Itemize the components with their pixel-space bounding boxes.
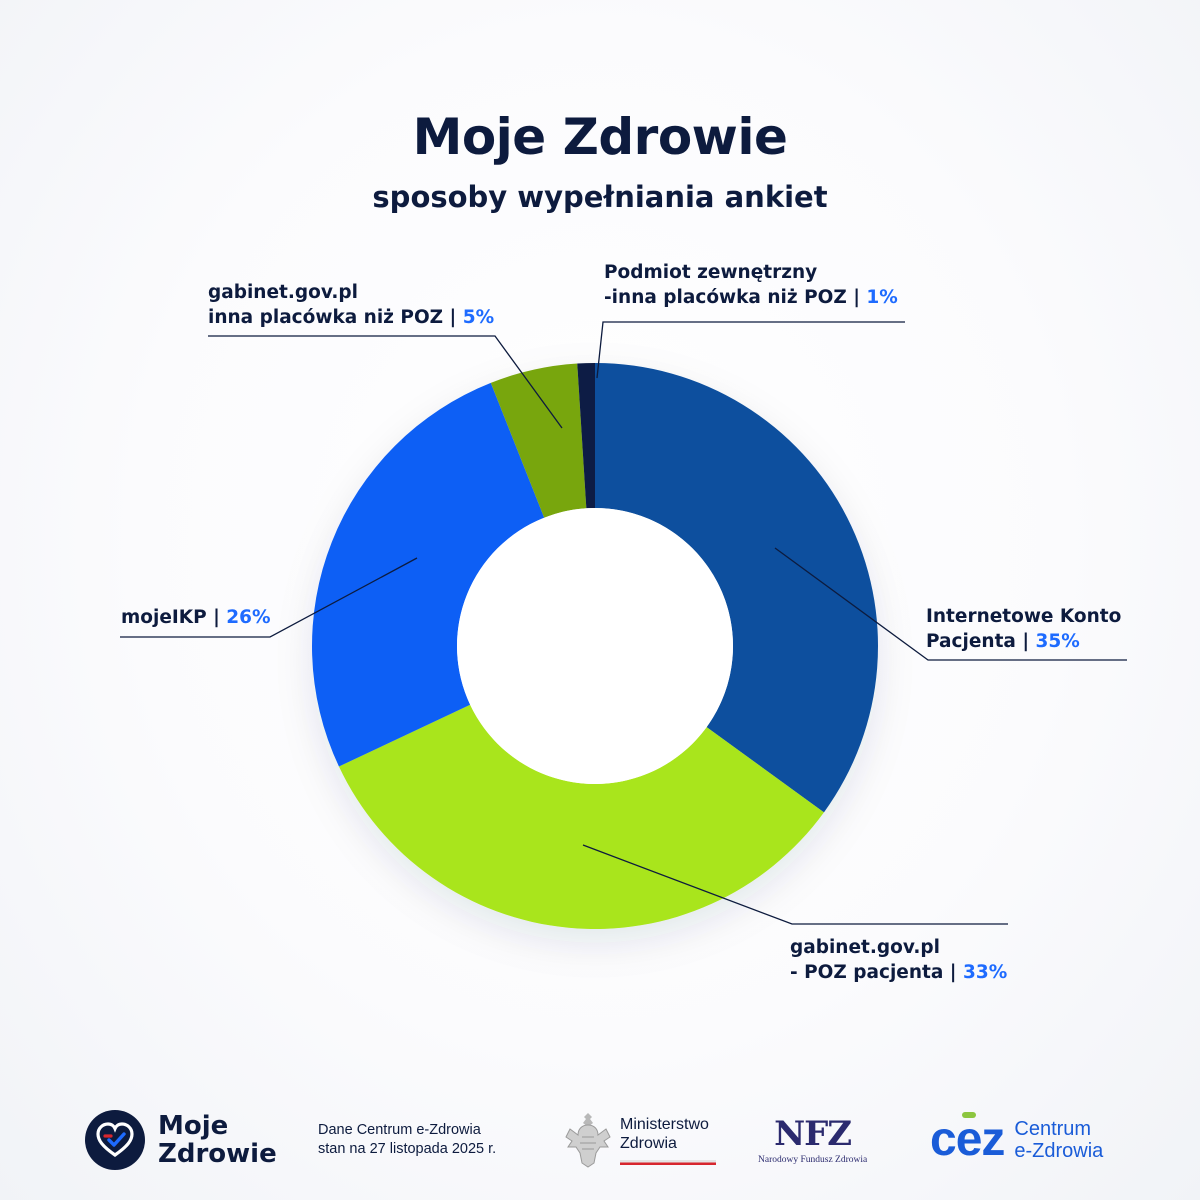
cez-abbr: cez	[930, 1113, 1005, 1166]
cez-line2: e-Zdrowia	[1014, 1140, 1104, 1162]
label-mojeikp-line1: mojeIKP |	[121, 607, 227, 628]
moje-zdrowie-logo: Moje Zdrowie	[84, 1100, 277, 1180]
label-ikp-pct: 35%	[1035, 631, 1080, 652]
label-podmiot-line2: -inna placówka niż POZ |	[604, 287, 867, 308]
source-line1: Dane Centrum e-Zdrowia	[318, 1122, 481, 1138]
donut-chart	[120, 321, 1127, 929]
label-inna: gabinet.gov.pl inna placówka niż POZ | 5…	[208, 280, 494, 330]
label-poz: gabinet.gov.pl - POZ pacjenta | 33%	[790, 935, 1007, 985]
leader-line-ikp	[774, 547, 1127, 661]
logo-line1: Moje	[158, 1111, 229, 1141]
slice-inna-placowka	[490, 363, 587, 518]
label-podmiot-line1: Podmiot zewnętrzny	[604, 262, 818, 283]
nfz-logo: NFZ Narodowy Fundusz Zdrowia	[758, 1100, 867, 1180]
ministry-logo: Ministerstwo Zdrowia	[562, 1100, 716, 1180]
label-ikp-line1: Internetowe Konto	[926, 606, 1122, 627]
leader-line-poz	[582, 844, 1008, 925]
eagle-emblem-icon	[565, 1113, 611, 1168]
label-inna-line1: gabinet.gov.pl	[208, 282, 359, 303]
cez-logo: cez Centrum e-Zdrowia	[930, 1100, 1103, 1180]
slice-ikp	[595, 363, 878, 813]
slice-poz-pacjenta	[338, 704, 824, 929]
logo-line2: Zdrowie	[158, 1139, 277, 1169]
label-ikp: Internetowe Konto Pacjenta | 35%	[926, 604, 1121, 654]
ministry-line2: Zdrowia	[620, 1135, 677, 1152]
label-ikp-line2: Pacjenta |	[926, 631, 1036, 652]
source-line2: stan na 27 listopada 2025 r.	[318, 1141, 497, 1157]
nfz-abbr: NFZ	[774, 1113, 852, 1154]
page-title: Moje Zdrowie	[412, 108, 788, 166]
cez-accent-dot	[962, 1112, 976, 1118]
label-inna-line2: inna placówka niż POZ |	[208, 307, 463, 328]
data-source: Dane Centrum e-Zdrowia stan na 27 listop…	[318, 1100, 496, 1180]
leader-line-podmiot	[596, 321, 905, 379]
leader-line-mojeikp	[120, 557, 418, 638]
label-podmiot: Podmiot zewnętrzny -inna placówka niż PO…	[604, 260, 898, 310]
leader-line-inna	[208, 335, 563, 429]
heart-icon	[85, 1110, 145, 1170]
ministry-line1: Ministerstwo	[620, 1116, 709, 1133]
ministry-underline	[620, 1160, 716, 1165]
label-podmiot-pct: 1%	[866, 287, 898, 308]
donut-hole	[457, 508, 733, 784]
nfz-name: Narodowy Fundusz Zdrowia	[758, 1154, 868, 1165]
label-inna-pct: 5%	[462, 307, 495, 328]
label-mojeikp-pct: 26%	[226, 607, 271, 628]
label-poz-pct: 33%	[962, 962, 1008, 983]
label-poz-line1: gabinet.gov.pl	[790, 937, 941, 958]
slice-mojeikp	[311, 382, 545, 767]
label-mojeikp: mojeIKP | 26%	[121, 605, 271, 630]
slice-podmiot-zewnetrzny	[577, 363, 595, 509]
page-subtitle: sposoby wypełniania ankiet	[372, 180, 828, 214]
label-poz-line2: - POZ pacjenta |	[790, 962, 963, 983]
cez-line1: Centrum	[1014, 1118, 1092, 1140]
